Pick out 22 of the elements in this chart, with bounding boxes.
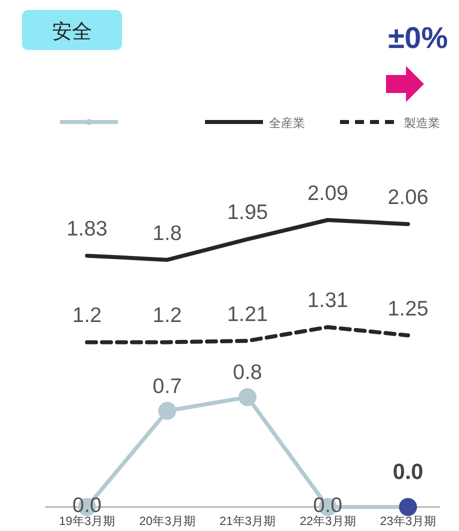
data-label: 1.31 [307, 289, 348, 312]
data-label: 1.21 [227, 302, 268, 326]
data-label: 1.2 [152, 304, 182, 328]
x-tick-label: 22年3月期 [300, 514, 356, 528]
data-label: 0.7 [152, 374, 182, 398]
data-label: 1.95 [227, 201, 268, 224]
data-label: 1.8 [152, 222, 182, 245]
x-tick-label: 20年3月期 [139, 514, 196, 528]
text: ±0% [388, 22, 448, 55]
x-tick-label: 19年3月期 [58, 514, 116, 528]
legend-label: 製造業 [404, 116, 440, 130]
x-tick-label: 23年3月期 [380, 514, 436, 528]
data-label: 1.25 [388, 297, 428, 320]
x-tick-label: 21年3月期 [219, 514, 276, 528]
data-label: 0.8 [232, 361, 262, 384]
chart-title: 安全 [52, 21, 92, 43]
data-label: 2.06 [388, 186, 428, 210]
legend-label: 全産業 [269, 116, 305, 130]
data-label: 1.83 [66, 218, 108, 241]
data-label: 1.2 [72, 304, 102, 328]
data-label: 0.0 [392, 459, 424, 484]
data-label: 2.09 [307, 182, 348, 205]
